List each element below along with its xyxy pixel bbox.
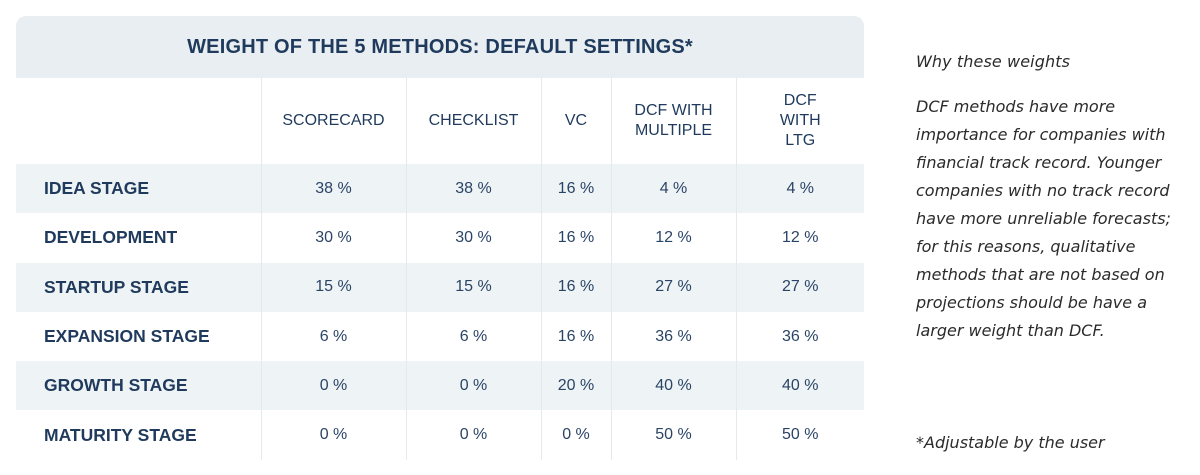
table-cell: 6 % <box>405 311 541 362</box>
column-header: DCF WITH LTG <box>735 78 864 164</box>
explanation-panel: Why these weights DCF methods have more … <box>916 52 1191 345</box>
weights-table: SCORECARD CHECKLIST VC DCF WITH MULTIPLE… <box>16 78 864 460</box>
row-label: IDEA STAGE <box>16 164 261 214</box>
table-cell: 16 % <box>540 164 611 214</box>
table-row: IDEA STAGE 38 % 38 % 16 % 4 % 4 % <box>16 164 864 214</box>
table-cell: 36 % <box>735 311 864 362</box>
column-header: DCF WITH MULTIPLE <box>610 78 736 164</box>
row-label: GROWTH STAGE <box>16 361 261 411</box>
weights-table-card: WEIGHT OF THE 5 METHODS: DEFAULT SETTING… <box>16 16 864 460</box>
column-header: SCORECARD <box>260 78 406 164</box>
table-cell: 12 % <box>735 213 864 263</box>
table-cell: 4 % <box>735 164 864 214</box>
row-label: MATURITY STAGE <box>16 410 261 460</box>
table-title: WEIGHT OF THE 5 METHODS: DEFAULT SETTING… <box>16 16 864 78</box>
table-cell: 50 % <box>610 410 736 460</box>
table-cell: 30 % <box>260 213 406 263</box>
table-cell: 50 % <box>735 410 864 460</box>
table-row: MATURITY STAGE 0 % 0 % 0 % 50 % 50 % <box>16 410 864 460</box>
table-cell: 0 % <box>260 410 406 460</box>
table-cell: 6 % <box>260 311 406 362</box>
table-cell: 0 % <box>405 410 541 460</box>
table-cell: 30 % <box>405 213 541 263</box>
explanation-text: DCF methods have more importance for com… <box>916 97 1171 340</box>
header-row: SCORECARD CHECKLIST VC DCF WITH MULTIPLE… <box>16 78 864 164</box>
adjustable-footnote: *Adjustable by the user <box>916 433 1105 452</box>
table-cell: 27 % <box>735 262 864 312</box>
table-cell: 0 % <box>540 410 611 460</box>
table-cell: 36 % <box>610 311 736 362</box>
table-cell: 16 % <box>540 311 611 362</box>
table-cell: 16 % <box>540 213 611 263</box>
table-cell: 12 % <box>610 213 736 263</box>
table-row: DEVELOPMENT 30 % 30 % 16 % 12 % 12 % <box>16 213 864 263</box>
explanation-heading: Why these weights <box>916 52 1071 71</box>
table-cell: 38 % <box>260 164 406 214</box>
table-cell: 20 % <box>540 361 611 411</box>
row-label: EXPANSION STAGE <box>16 311 261 362</box>
table-cell: 0 % <box>405 361 541 411</box>
table-cell: 15 % <box>405 262 541 312</box>
corner-cell <box>16 78 261 164</box>
table-cell: 4 % <box>610 164 736 214</box>
table-cell: 15 % <box>260 262 406 312</box>
table-row: STARTUP STAGE 15 % 15 % 16 % 27 % 27 % <box>16 262 864 312</box>
table-cell: 27 % <box>610 262 736 312</box>
table-cell: 40 % <box>610 361 736 411</box>
row-label: DEVELOPMENT <box>16 213 261 263</box>
table-cell: 0 % <box>260 361 406 411</box>
column-header: VC <box>540 78 611 164</box>
table-row: EXPANSION STAGE 6 % 6 % 16 % 36 % 36 % <box>16 311 864 362</box>
table-cell: 38 % <box>405 164 541 214</box>
table-cell: 40 % <box>735 361 864 411</box>
row-label: STARTUP STAGE <box>16 262 261 312</box>
table-cell: 16 % <box>540 262 611 312</box>
column-header: CHECKLIST <box>405 78 541 164</box>
table-row: GROWTH STAGE 0 % 0 % 20 % 40 % 40 % <box>16 361 864 411</box>
